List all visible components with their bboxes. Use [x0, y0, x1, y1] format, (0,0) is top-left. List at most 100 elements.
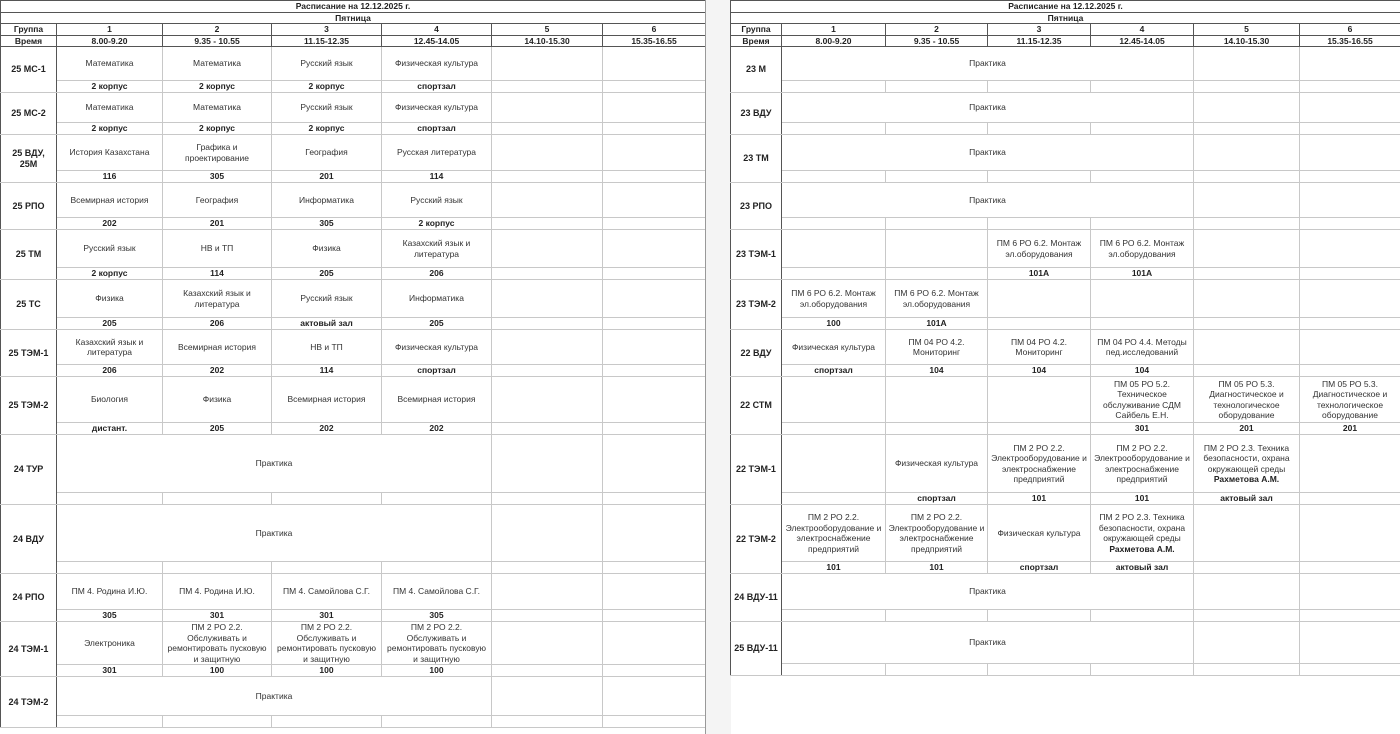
lesson-cell[interactable] — [601, 573, 707, 610]
lesson-cell[interactable] — [1298, 46, 1400, 81]
room-cell[interactable] — [381, 492, 492, 505]
practice-cell[interactable]: Практика — [56, 676, 492, 716]
room-cell[interactable] — [1298, 364, 1400, 377]
lesson-cell[interactable]: Физика — [56, 279, 163, 318]
room-cell[interactable] — [601, 317, 707, 330]
room-cell[interactable] — [1090, 80, 1194, 93]
room-cell[interactable] — [1298, 217, 1400, 230]
room-cell[interactable] — [781, 170, 886, 183]
room-cell[interactable] — [1090, 663, 1194, 676]
room-cell[interactable]: 114 — [271, 364, 382, 377]
lesson-cell[interactable] — [1298, 92, 1400, 123]
room-cell[interactable]: спортзал — [781, 364, 886, 377]
room-cell[interactable] — [381, 715, 492, 728]
lesson-cell[interactable]: Физическая культура — [885, 434, 988, 493]
lesson-cell[interactable]: Физика — [271, 229, 382, 268]
lesson-cell[interactable] — [1193, 504, 1300, 562]
room-cell[interactable] — [885, 80, 988, 93]
practice-cell[interactable]: Практика — [781, 182, 1194, 218]
room-cell[interactable] — [1090, 217, 1194, 230]
lesson-cell[interactable] — [1193, 621, 1300, 664]
lesson-cell[interactable]: ПМ 2 РО 2.2. Обслуживать и ремонтировать… — [162, 621, 272, 665]
room-cell[interactable] — [601, 80, 707, 93]
lesson-cell[interactable] — [601, 376, 707, 423]
room-cell[interactable] — [601, 217, 707, 230]
room-cell[interactable]: 100 — [381, 664, 492, 677]
room-cell[interactable]: спортзал — [885, 492, 988, 505]
room-cell[interactable] — [885, 217, 988, 230]
room-cell[interactable] — [1090, 609, 1194, 622]
room-cell[interactable] — [781, 80, 886, 93]
room-cell[interactable]: 205 — [381, 317, 492, 330]
room-cell[interactable]: 201 — [271, 170, 382, 183]
room-cell[interactable] — [1193, 364, 1300, 377]
lesson-cell[interactable] — [491, 134, 603, 171]
room-cell[interactable] — [987, 170, 1091, 183]
lesson-cell[interactable]: Биология — [56, 376, 163, 423]
lesson-cell[interactable]: Физическая культура — [987, 504, 1091, 562]
practice-cell[interactable]: Практика — [781, 573, 1194, 610]
lesson-cell[interactable] — [601, 46, 707, 81]
lesson-cell[interactable]: ПМ 2 РО 2.2. Электрооборудование и элект… — [1090, 434, 1194, 493]
lesson-cell[interactable] — [491, 229, 603, 268]
lesson-cell[interactable]: Физика — [162, 376, 272, 423]
room-cell[interactable] — [491, 170, 603, 183]
room-cell[interactable]: 101А — [1090, 267, 1194, 280]
room-cell[interactable]: 114 — [381, 170, 492, 183]
lesson-cell[interactable] — [491, 573, 603, 610]
room-cell[interactable]: 301 — [56, 664, 163, 677]
lesson-cell[interactable]: Информатика — [271, 182, 382, 218]
room-cell[interactable]: 100 — [781, 317, 886, 330]
lesson-cell[interactable]: ПМ 4. Родина И.Ю. — [56, 573, 163, 610]
lesson-cell[interactable]: Математика — [56, 46, 163, 81]
room-cell[interactable] — [1193, 267, 1300, 280]
lesson-cell[interactable] — [885, 376, 988, 423]
lesson-cell[interactable]: Математика — [162, 46, 272, 81]
room-cell[interactable] — [162, 492, 272, 505]
room-cell[interactable] — [885, 170, 988, 183]
room-cell[interactable] — [781, 267, 886, 280]
room-cell[interactable]: 305 — [381, 609, 492, 622]
room-cell[interactable] — [56, 561, 163, 574]
practice-cell[interactable]: Практика — [56, 434, 492, 493]
lesson-cell[interactable] — [491, 182, 603, 218]
lesson-cell[interactable]: Русский язык — [271, 279, 382, 318]
room-cell[interactable] — [885, 422, 988, 435]
lesson-cell[interactable]: Математика — [162, 92, 272, 123]
lesson-cell[interactable] — [491, 376, 603, 423]
room-cell[interactable] — [1193, 663, 1300, 676]
room-cell[interactable] — [1298, 122, 1400, 135]
lesson-cell[interactable] — [781, 434, 886, 493]
lesson-cell[interactable]: ПМ 2 РО 2.2. Электрооборудование и элект… — [885, 504, 988, 562]
room-cell[interactable]: актовый зал — [1193, 492, 1300, 505]
room-cell[interactable] — [491, 217, 603, 230]
lesson-cell[interactable]: Казахский язык и литература — [162, 279, 272, 318]
room-cell[interactable] — [1298, 561, 1400, 574]
lesson-cell[interactable] — [1298, 229, 1400, 268]
lesson-cell[interactable]: Всемирная история — [162, 329, 272, 365]
lesson-cell[interactable] — [601, 621, 707, 665]
room-cell[interactable] — [1193, 80, 1300, 93]
lesson-cell[interactable] — [601, 676, 707, 716]
room-cell[interactable] — [781, 122, 886, 135]
room-cell[interactable]: 100 — [271, 664, 382, 677]
lesson-cell[interactable] — [601, 329, 707, 365]
lesson-cell[interactable]: ПМ 04 РО 4.4. Методы пед.исследований — [1090, 329, 1194, 365]
lesson-cell[interactable] — [601, 434, 707, 493]
practice-cell[interactable]: Практика — [781, 92, 1194, 123]
lesson-cell[interactable] — [1298, 504, 1400, 562]
room-cell[interactable]: 101А — [987, 267, 1091, 280]
room-cell[interactable] — [491, 609, 603, 622]
room-cell[interactable] — [491, 422, 603, 435]
lesson-cell[interactable]: География — [271, 134, 382, 171]
lesson-cell[interactable]: ПМ 6 РО 6.2. Монтаж эл.оборудования — [781, 279, 886, 318]
lesson-cell[interactable]: ПМ 05 РО 5.2. Техническое обслуживание С… — [1090, 376, 1194, 423]
lesson-cell[interactable]: ПМ 4. Самойлова С.Г. — [271, 573, 382, 610]
room-cell[interactable] — [601, 492, 707, 505]
room-cell[interactable]: 305 — [271, 217, 382, 230]
lesson-cell[interactable] — [601, 504, 707, 562]
room-cell[interactable] — [271, 715, 382, 728]
lesson-cell[interactable]: ПМ 4. Самойлова С.Г. — [381, 573, 492, 610]
lesson-cell[interactable] — [491, 621, 603, 665]
room-cell[interactable]: 201 — [1193, 422, 1300, 435]
